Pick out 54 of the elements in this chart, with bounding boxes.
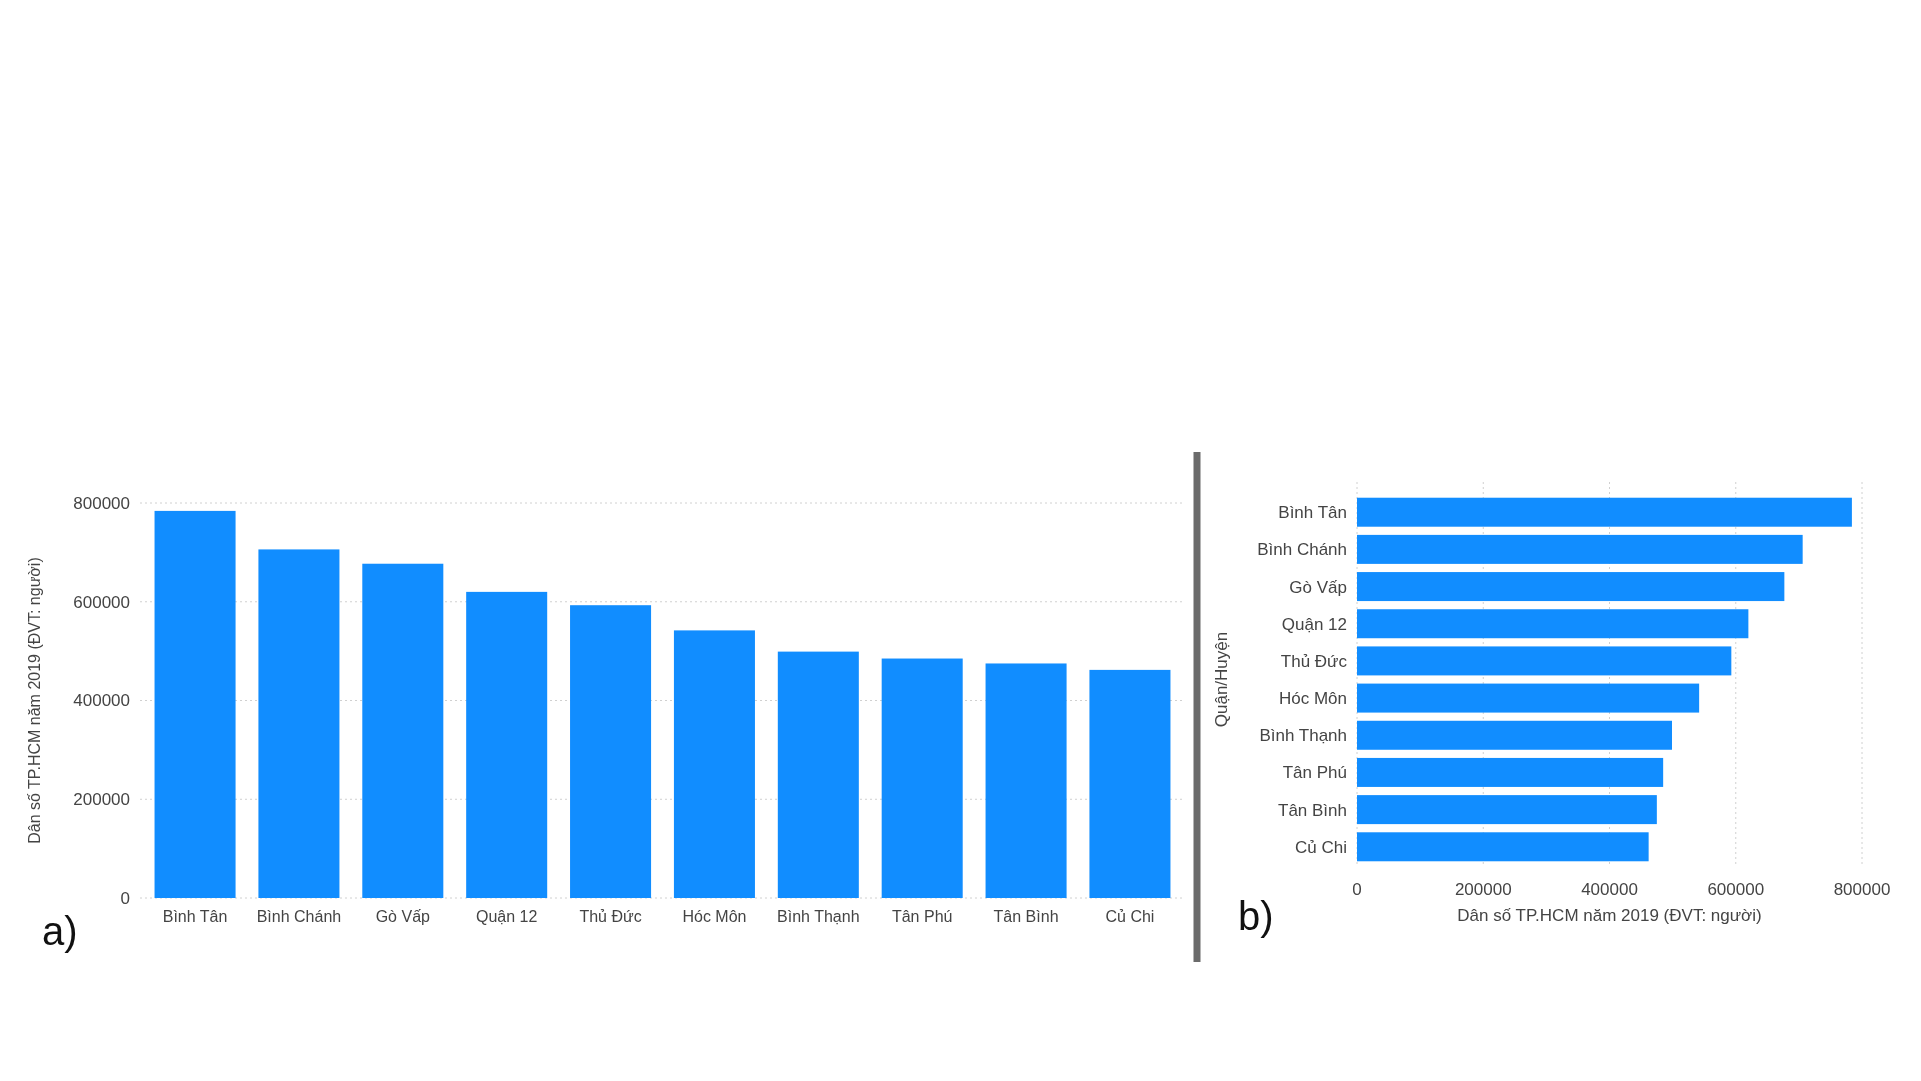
y-tick-label: Gò Vấp (1289, 577, 1347, 597)
y-tick-label: Tân Phú (1282, 763, 1347, 783)
x-tick-label: Gò Vấp (375, 908, 431, 925)
bar (466, 591, 548, 898)
bar (570, 605, 652, 898)
y-tick-label: Thủ Đức (1280, 651, 1348, 671)
bar (1357, 646, 1732, 676)
x-tick-label: Bình Chánh (256, 908, 342, 925)
x-tick-label: Tân Bình (993, 908, 1059, 925)
bar (1357, 609, 1749, 639)
bar (1357, 534, 1803, 564)
y-tick-label: Hóc Môn (1278, 689, 1347, 709)
x-tick-label: Hóc Môn (682, 908, 747, 925)
bar (881, 658, 963, 898)
x-tick-label: Quận 12 (475, 908, 538, 925)
x-tick-label: Bình Tân (162, 908, 228, 925)
y-tick-label: 600000 (73, 592, 130, 612)
x-tick-label: 400000 (1581, 880, 1638, 899)
bar (985, 663, 1067, 898)
text: a) (42, 909, 78, 953)
y-tick-label: 200000 (73, 790, 130, 810)
y-tick-label: Quận 12 (1281, 614, 1347, 634)
x-tick-label: 200000 (1454, 880, 1512, 899)
x-tick-label: 0 (1352, 880, 1362, 899)
y-tick-label: Tân Bình (1278, 800, 1347, 820)
bar (1357, 757, 1664, 787)
y-tick-label: 800000 (73, 493, 130, 513)
y-tick-label: 400000 (73, 691, 130, 711)
y-tick-label: Bình Tân (1278, 503, 1347, 523)
bar (1357, 572, 1785, 602)
bar (1357, 795, 1657, 825)
bar (1357, 720, 1672, 750)
x-tick-label: Tân Phú (891, 908, 953, 925)
x-tick-label: Bình Thạnh (777, 908, 860, 925)
bar (673, 630, 755, 898)
bar (1357, 497, 1852, 527)
bar (362, 563, 444, 898)
bar (777, 651, 859, 898)
y-axis-title: Dân số TP.HCM năm 2019 (ĐVT: người) (26, 557, 43, 844)
x-tick-label: 800000 (1833, 880, 1891, 899)
y-tick-label: Bình Thạnh (1259, 726, 1347, 746)
bar (258, 549, 340, 898)
bar (1357, 832, 1649, 862)
y-tick-label: Củ Chi (1295, 837, 1347, 857)
text: b) (1238, 894, 1274, 938)
bar (154, 510, 236, 898)
x-tick-label: Thủ Đức (579, 908, 642, 925)
x-axis-title: Dân số TP.HCM năm 2019 (ĐVT: người) (1457, 906, 1762, 925)
y-axis-title: Quận/Huyện (1212, 631, 1231, 728)
y-tick-label: Bình Chánh (1257, 540, 1347, 560)
x-tick-label: 600000 (1707, 880, 1765, 899)
bar (1357, 683, 1700, 713)
x-tick-label: Củ Chi (1105, 908, 1155, 925)
bar (1089, 669, 1171, 898)
